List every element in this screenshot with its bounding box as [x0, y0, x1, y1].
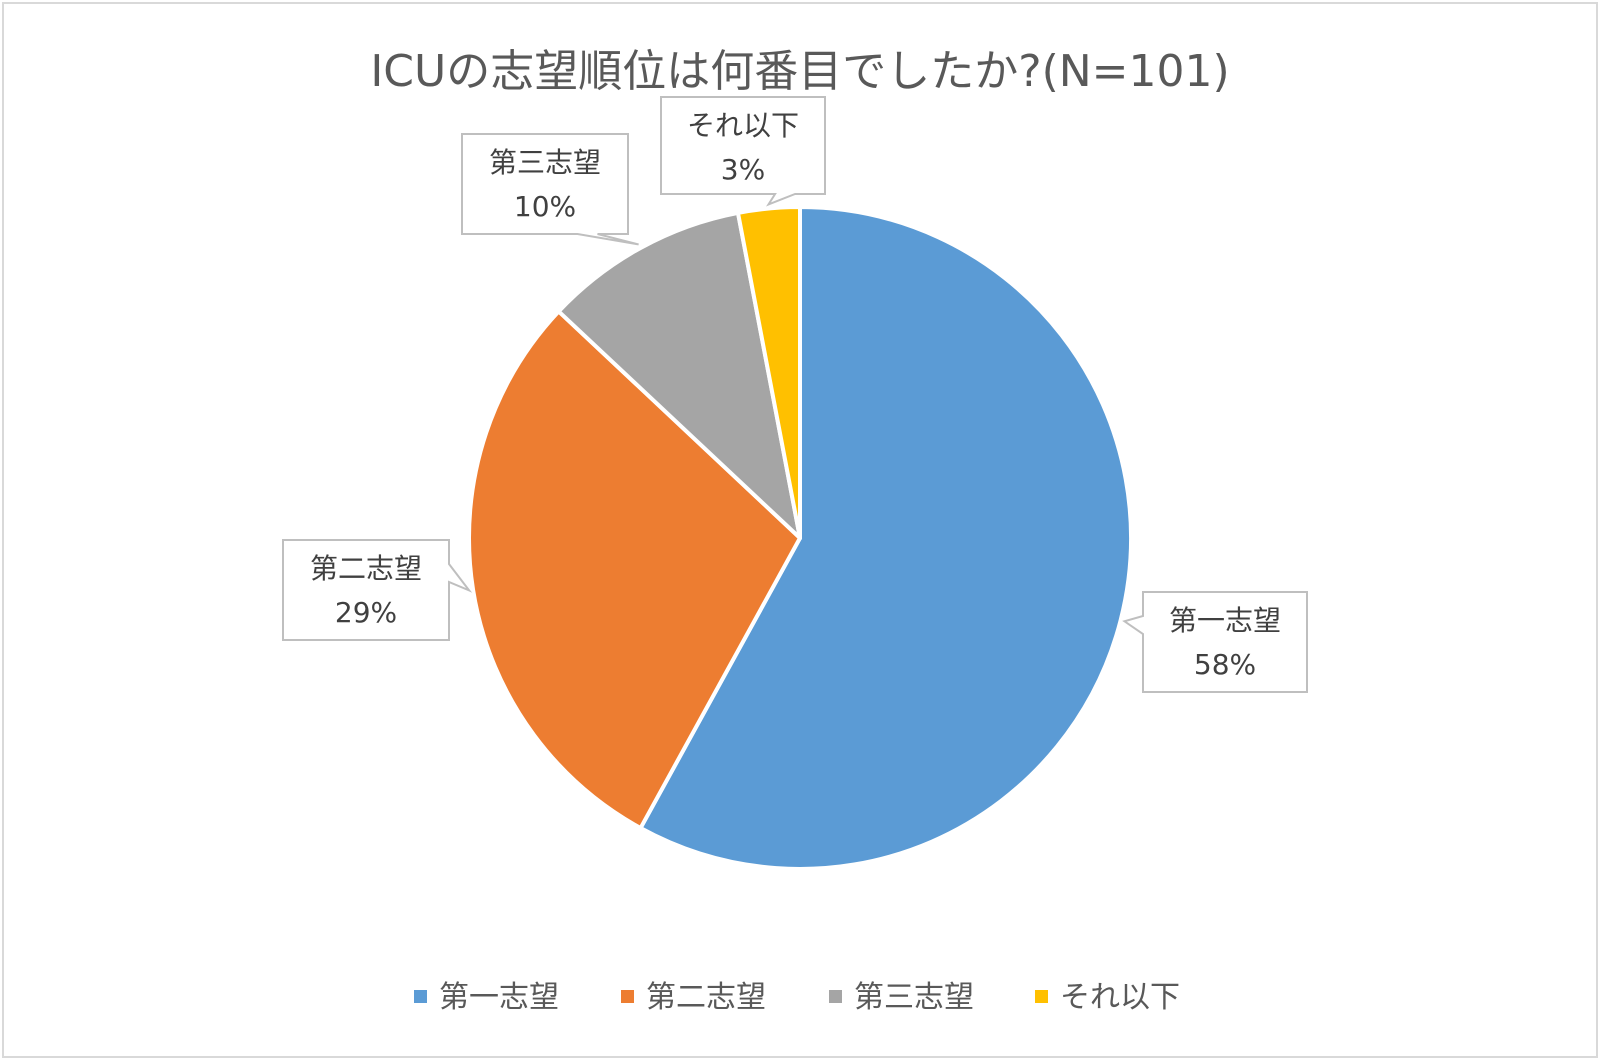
legend-label: 第三志望	[854, 980, 974, 1015]
legend-item-2: 第二志望	[621, 980, 766, 1015]
legend-swatch	[621, 990, 634, 1003]
pie-slices	[467, 205, 1133, 871]
legend-swatch	[829, 990, 842, 1003]
callout-box	[660, 96, 826, 207]
callout-box	[461, 133, 639, 246]
legend-item-1: 第一志望	[414, 980, 559, 1015]
pie-slice-1	[638, 205, 1133, 871]
pie-slice-4	[735, 205, 802, 540]
data-label-1: 第一志望 58%	[1122, 591, 1308, 693]
chart-title: ICUの志望順位は何番目でしたか?(N=101)	[370, 46, 1229, 97]
data-label-3: 第三志望 10%	[461, 133, 639, 246]
pie-slice-2	[467, 309, 802, 831]
data-label-category: 第三志望	[489, 146, 601, 179]
callout-box	[1122, 591, 1308, 693]
data-label-value: 3%	[721, 153, 765, 186]
legend-swatch	[1035, 990, 1048, 1003]
data-label-2: 第二志望 29%	[282, 539, 473, 641]
data-label-value: 10%	[514, 190, 576, 223]
legend-item-4: それ以下	[1035, 980, 1180, 1015]
legend-swatch	[414, 990, 427, 1003]
data-label-value: 58%	[1194, 648, 1256, 681]
data-label-callouts: 第一志望 58% 第二志望 29% 第三志望 10% それ以下 3%	[282, 96, 1308, 693]
data-label-4: それ以下 3%	[660, 96, 826, 207]
pie-slice-3	[556, 210, 802, 540]
legend-label: 第二志望	[646, 980, 766, 1015]
data-label-category: それ以下	[687, 109, 799, 142]
legend-item-3: 第三志望	[829, 980, 974, 1015]
callout-box	[282, 539, 473, 641]
legend-label: 第一志望	[439, 980, 559, 1015]
data-label-category: 第一志望	[1169, 604, 1281, 637]
legend-label: それ以下	[1060, 980, 1180, 1015]
legend: 第一志望 第二志望 第三志望 それ以下	[414, 980, 1180, 1015]
data-label-value: 29%	[335, 596, 397, 629]
data-label-category: 第二志望	[310, 552, 422, 585]
